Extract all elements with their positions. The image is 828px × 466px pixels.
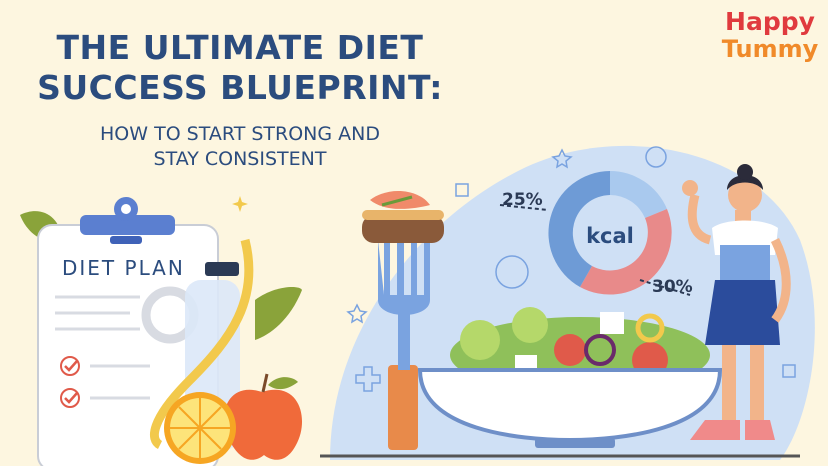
subtitle-line-1: HOW TO START STRONG AND <box>100 123 380 145</box>
checkbox-icon <box>455 183 469 197</box>
fish-icon <box>495 255 529 289</box>
leaf-right <box>255 287 302 340</box>
donut-segment-light <box>610 171 667 218</box>
salad-bowl <box>320 307 800 458</box>
star-icon <box>346 303 368 324</box>
donut-segment-pink <box>580 209 672 295</box>
headline-line-1: THE ULTIMATE DIET <box>56 28 424 67</box>
star-icon <box>551 148 573 169</box>
fork <box>362 190 444 450</box>
donut-segment-blue <box>548 171 610 287</box>
apple <box>223 389 303 460</box>
diet-plan-label: DIET PLAN <box>62 256 185 280</box>
donut-label-25: 25% <box>502 190 543 210</box>
plus-icon <box>355 366 381 392</box>
donut-center-label: kcal <box>586 224 634 248</box>
kcal-donut-chart <box>499 171 691 296</box>
sparkle-icon <box>232 196 248 212</box>
logo-word-happy: Happy <box>725 7 815 36</box>
measuring-tape <box>150 238 254 450</box>
happy-tummy-logo: Happy Tummy <box>720 7 820 63</box>
apple-outline-icon <box>645 146 667 168</box>
subtitle-line-2: STAY CONSISTENT <box>153 148 327 170</box>
checkbox-icon <box>782 364 796 378</box>
headline-line-2: SUCCESS BLUEPRINT: <box>37 68 443 107</box>
woman-figure <box>682 164 791 440</box>
donut-label-30: 30% <box>652 277 693 297</box>
logo-word-tummy: Tummy <box>721 35 819 63</box>
